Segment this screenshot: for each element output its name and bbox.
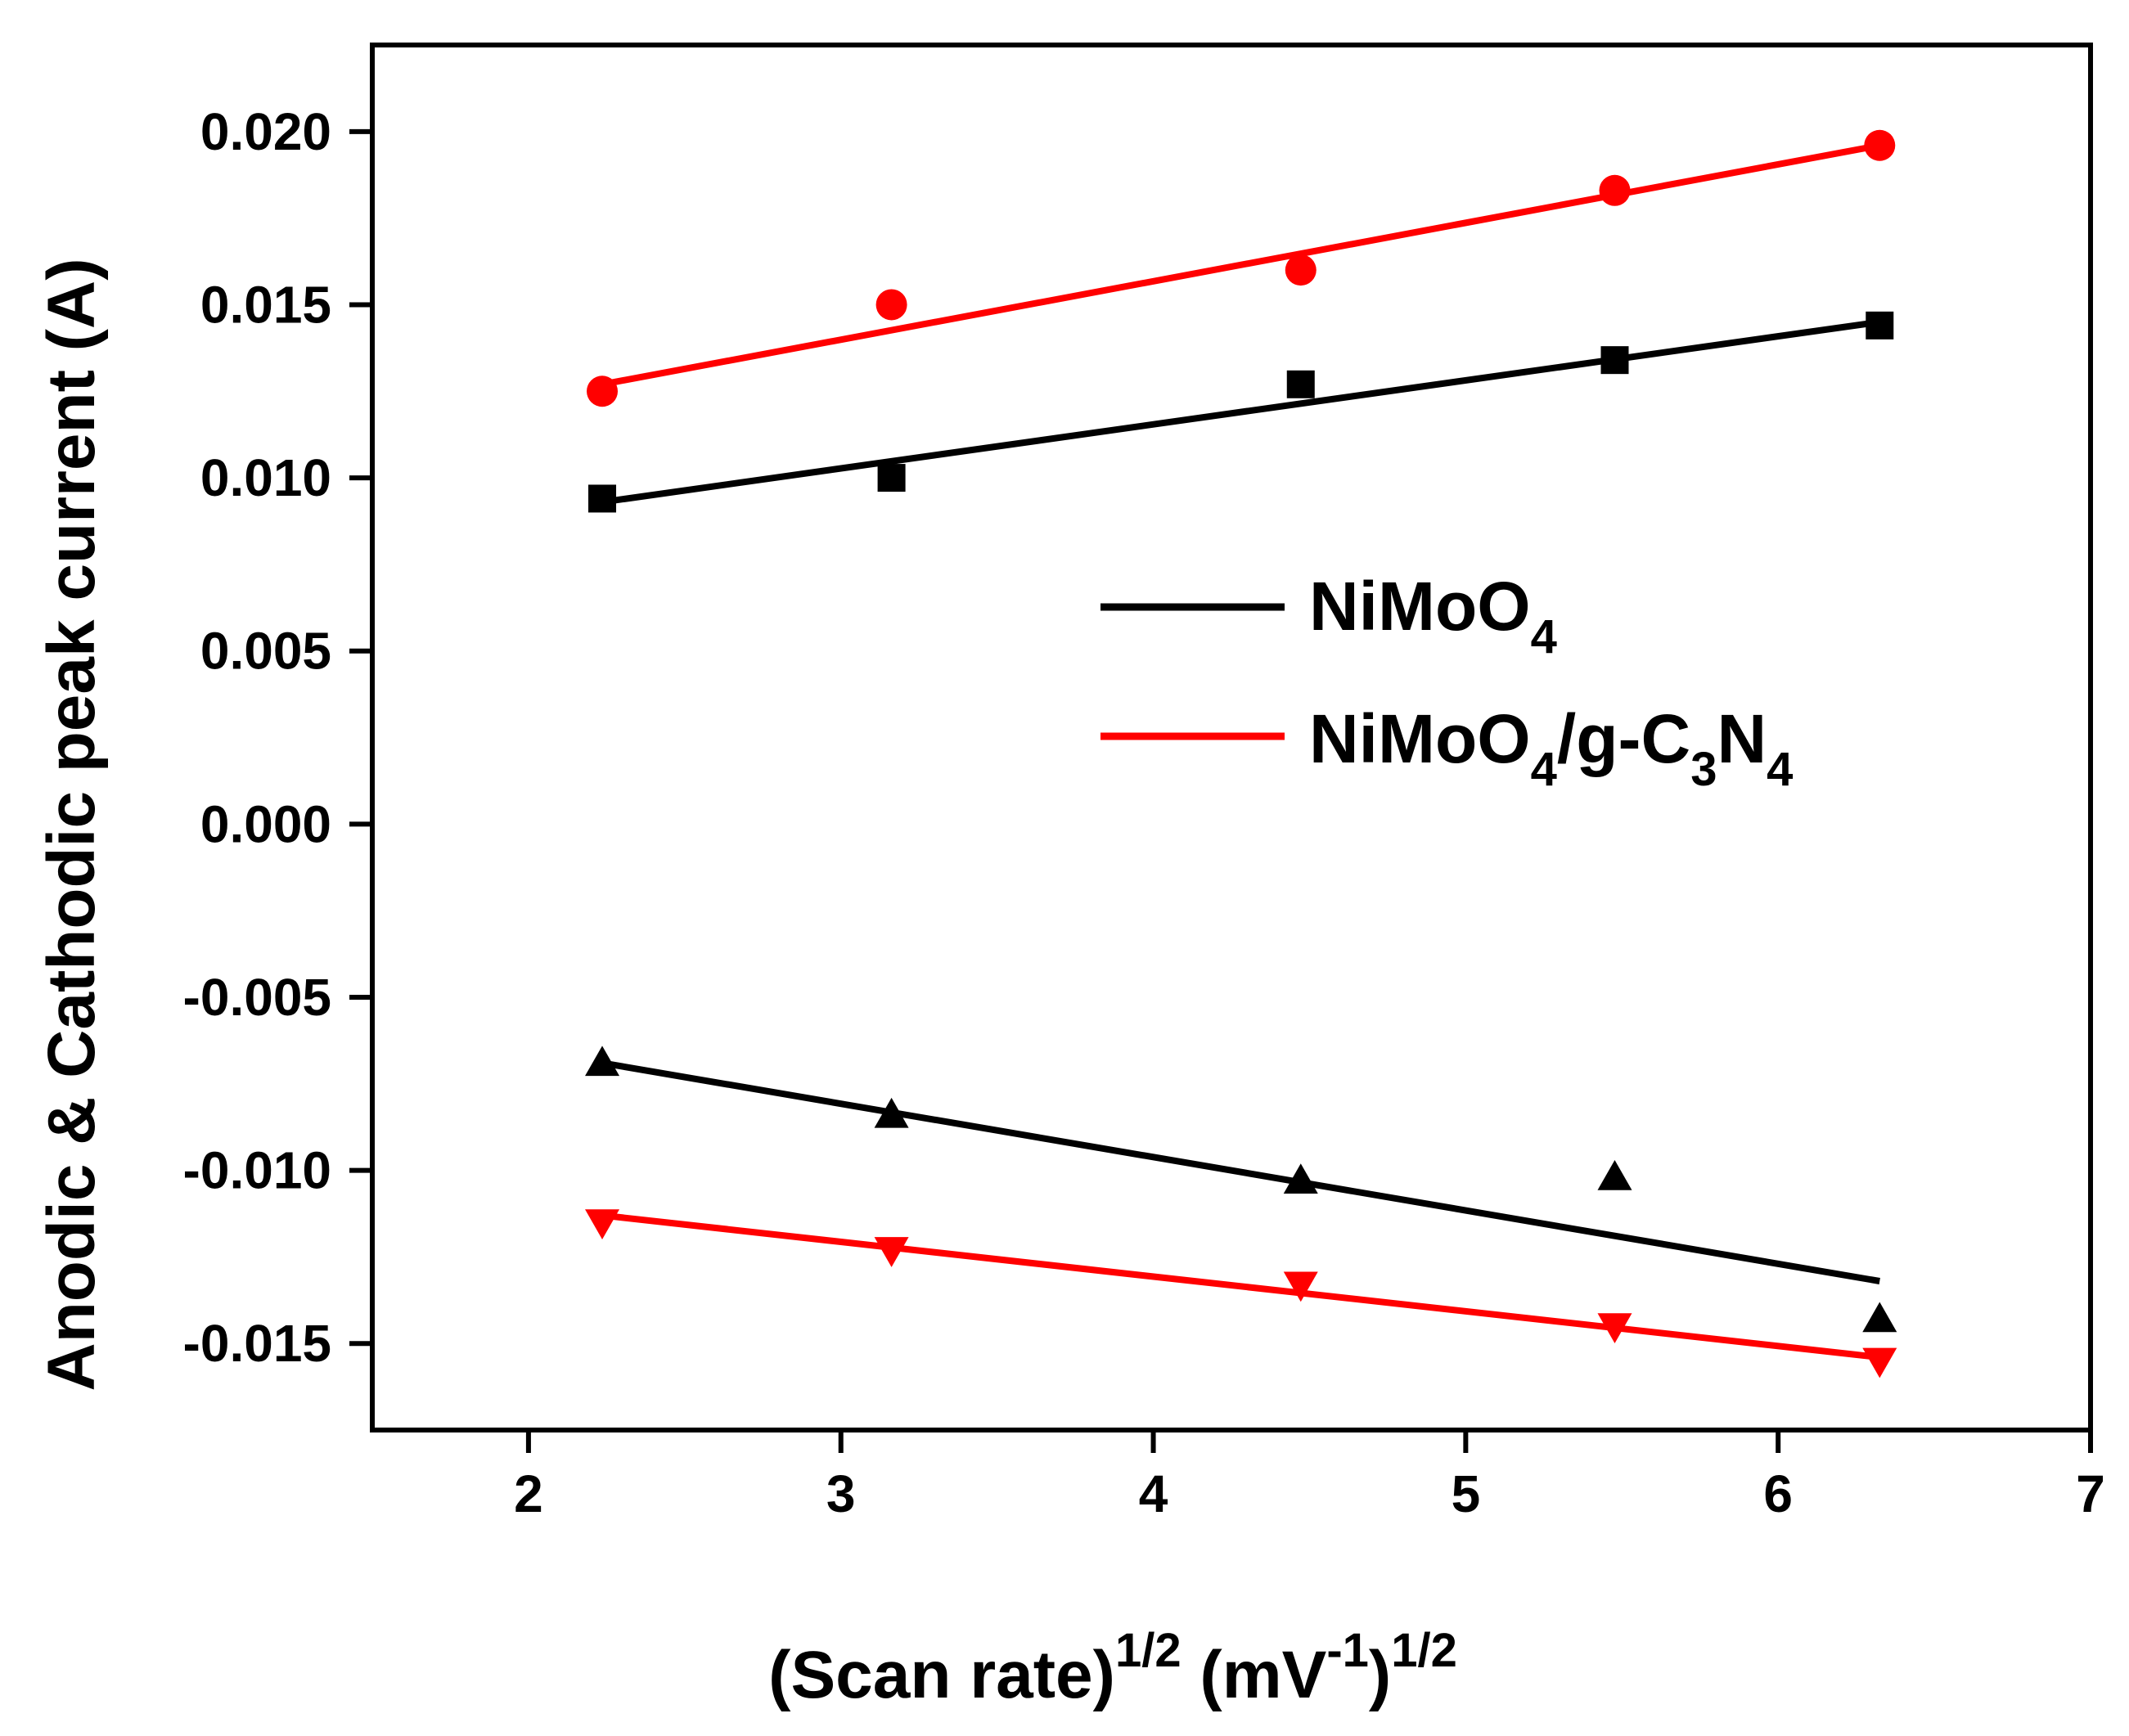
x-axis-title-unit-sup: -1 (1326, 1624, 1369, 1677)
x-axis-title-unit: (mV (1182, 1638, 1327, 1712)
data-point-triangle-up (1862, 1302, 1897, 1333)
legend-label-nimoo4-gc3n4: NiMoO4/g-C3N4 (1309, 700, 1793, 796)
x-axis-title-main: (Scan rate) (768, 1638, 1115, 1712)
x-tick-label: 2 (514, 1464, 543, 1523)
y-tick-label: -0.010 (183, 1141, 331, 1200)
data-point-triangle-down (1283, 1271, 1318, 1302)
data-point-circle (587, 376, 619, 407)
data-point-triangle-up (1597, 1160, 1632, 1190)
data-point-triangle-down (585, 1209, 620, 1240)
fit-line-0 (601, 318, 1880, 506)
data-point-circle (1599, 174, 1631, 206)
plot-area: 2 3 4 5 6 7 -0.015 -0.010 -0.005 0.000 0.005 0.010 0… (183, 43, 2105, 1523)
x-axis-title-sup2: 1/2 (1391, 1624, 1457, 1677)
data-point-circle (1864, 129, 1896, 161)
data-point-triangle-up (874, 1097, 909, 1128)
x-tick-label: 6 (1763, 1464, 1793, 1523)
y-tick-label: 0.020 (200, 102, 331, 161)
data-point-square (588, 484, 617, 513)
data-point-triangle-up (585, 1046, 620, 1077)
fit-line-1 (601, 142, 1881, 388)
data-point-square (1600, 346, 1629, 375)
x-tick-label: 4 (1139, 1464, 1168, 1523)
data-point-circle (1285, 254, 1317, 286)
y-tick-label: -0.015 (183, 1314, 331, 1373)
y-tick-label: -0.005 (183, 968, 331, 1027)
data-point-triangle-down (1862, 1347, 1897, 1378)
data-point-circle (875, 289, 907, 321)
x-axis-title-close: ) (1369, 1638, 1391, 1712)
data-point-triangle-up (1283, 1163, 1318, 1194)
x-axis-title-sup1: 1/2 (1115, 1624, 1182, 1677)
y-tick-label: 0.015 (200, 275, 331, 334)
y-tick-label: 0.005 (200, 622, 331, 681)
fit-line-2 (601, 1059, 1880, 1284)
legend-label-nimoo4: NiMoO4 (1309, 568, 1557, 663)
legend: NiMoO4 NiMoO4/g-C3N4 (1101, 568, 1793, 796)
fit-line-3 (601, 1212, 1880, 1361)
x-tick-label: 5 (1452, 1464, 1481, 1523)
x-axis-title: (Scan rate)1/2 (mV-1)1/2 (768, 1624, 1457, 1712)
data-point-triangle-down (1597, 1313, 1632, 1344)
x-tick-label: 7 (2076, 1464, 2105, 1523)
plot-frame (370, 43, 2093, 1432)
data-point-square (877, 464, 906, 492)
y-tick-label: 0.010 (200, 448, 331, 507)
data-point-triangle-down (874, 1237, 909, 1267)
y-tick-label: 0.000 (200, 794, 331, 853)
y-axis-title: Anodic & Cathodic peak current (A) (34, 258, 109, 1391)
data-point-square (1866, 311, 1894, 340)
x-tick-label: 3 (826, 1464, 856, 1523)
data-point-square (1286, 370, 1315, 398)
